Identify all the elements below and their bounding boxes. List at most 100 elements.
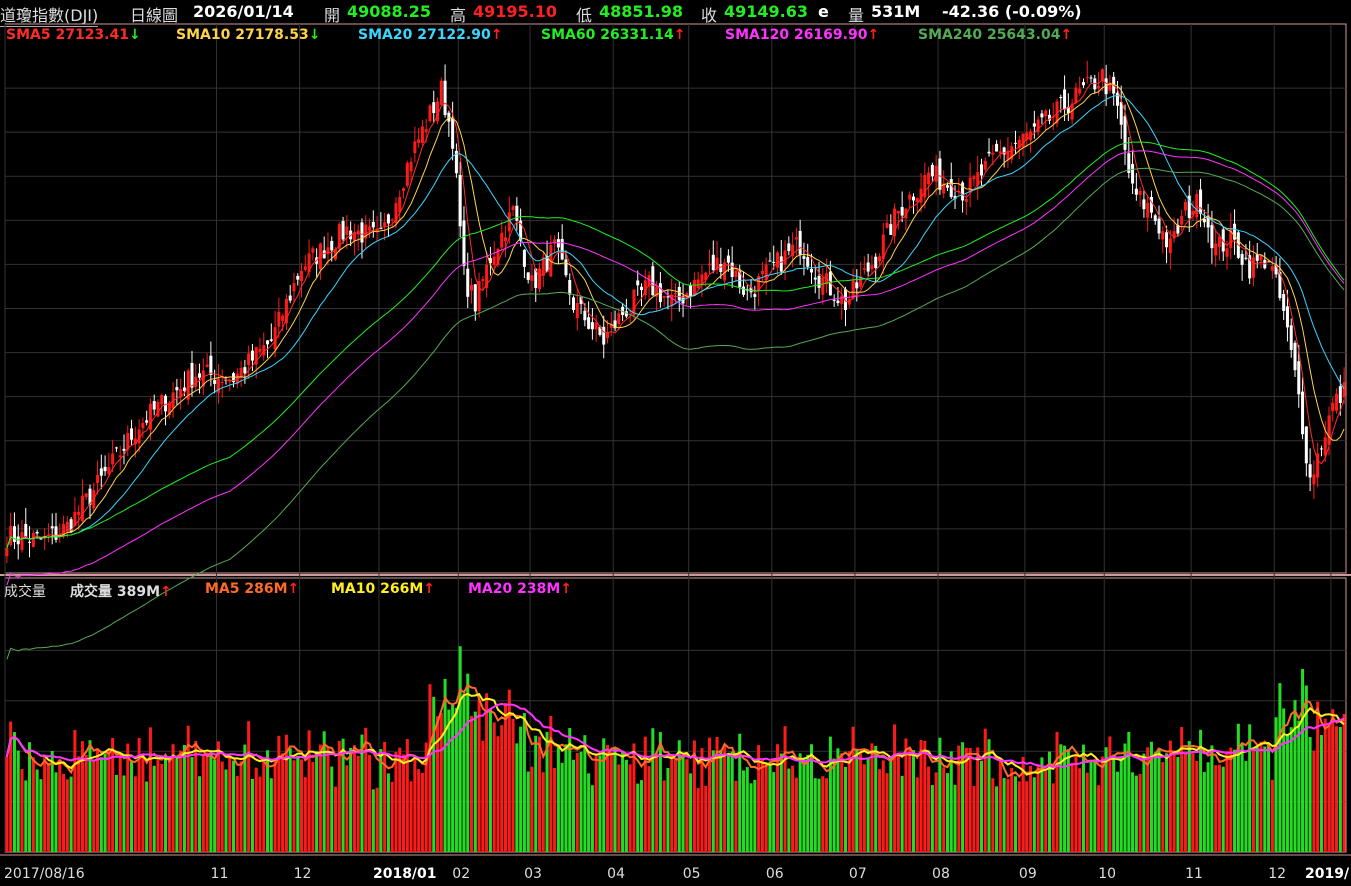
candle-body: [1331, 402, 1335, 412]
candle-body: [719, 264, 723, 272]
volume-bar: [832, 758, 836, 852]
volume-bar: [307, 730, 311, 852]
instrument-name[interactable]: 道瓊指數(DJI): [0, 2, 99, 27]
volume-bar: [330, 766, 334, 852]
candle-body: [1002, 147, 1006, 155]
candle-body: [258, 348, 262, 352]
x-tick-label: 03: [524, 866, 542, 882]
volume-bar: [1335, 726, 1339, 852]
candle-body: [402, 188, 406, 191]
candle-body: [874, 256, 878, 269]
sma-legend-item[interactable]: SMA10 27178.53↓: [176, 27, 320, 43]
volume-bar: [318, 744, 322, 852]
volume-bar: [1244, 760, 1248, 852]
volume-bar: [1047, 751, 1051, 852]
candle-body: [1255, 254, 1259, 261]
volume-bar: [390, 781, 394, 852]
quote-header: 道瓊指數(DJI) 日線圖 2026/01/14 開 49088.25 高 49…: [0, 0, 1351, 27]
candle-body: [538, 268, 542, 290]
candle-body: [390, 219, 394, 221]
volume-bar: [889, 757, 893, 852]
volume-bar: [1214, 765, 1218, 852]
high-label: 高: [450, 6, 467, 25]
volume-bar: [1168, 740, 1172, 852]
candle-body: [987, 151, 991, 154]
volume-bar: [500, 725, 504, 852]
candle-body: [424, 129, 428, 132]
sma-legend-item[interactable]: SMA60 26331.14↑: [541, 27, 685, 43]
x-tick-label: 11: [1185, 866, 1203, 882]
volume-bar: [893, 724, 897, 852]
volume-bar: [802, 758, 806, 852]
volume-bar: [190, 757, 194, 852]
period-label[interactable]: 日線圖: [130, 6, 179, 25]
candle-body: [88, 488, 92, 505]
candle-body: [1308, 464, 1312, 478]
volume-bar: [311, 761, 315, 852]
volume-bar: [405, 739, 409, 852]
sma-legend-item[interactable]: SMA120 26169.90↑: [725, 27, 879, 43]
volume-legend-item[interactable]: MA5 286M↑: [205, 581, 299, 597]
candle-body: [420, 126, 424, 143]
candle-body: [1119, 101, 1123, 125]
volume-bar: [1149, 741, 1153, 852]
candle-body: [726, 255, 730, 263]
close-value: 49149.63: [724, 2, 809, 21]
volume-bar: [77, 756, 81, 852]
volume-bar: [5, 756, 9, 852]
volume-bar: [281, 753, 285, 852]
volume-bar: [843, 766, 847, 852]
volume-bar: [88, 740, 92, 852]
sma-legend-item[interactable]: SMA20 27122.90↑: [358, 27, 502, 43]
volume-legend-item[interactable]: MA20 238M↑: [468, 581, 572, 597]
volume-bar: [1142, 753, 1146, 852]
volume-bar: [1316, 701, 1320, 852]
candle-body: [983, 160, 987, 170]
volume-bar: [175, 758, 179, 852]
volume-bar: [968, 747, 972, 852]
volume-legend-item[interactable]: 成交量 389M↑: [70, 581, 172, 601]
volume-bar: [987, 739, 991, 852]
volume-bar: [560, 762, 564, 852]
volume-bar: [383, 741, 387, 852]
volume-bar: [738, 733, 742, 852]
volume-legend-item[interactable]: MA10 266M↑: [331, 581, 435, 597]
volume-bar: [828, 736, 832, 852]
volume-bar: [1229, 747, 1233, 852]
candle-body: [809, 268, 813, 273]
volume-bar: [1055, 731, 1059, 852]
candle-body: [953, 195, 957, 199]
candle-body: [1259, 255, 1263, 261]
candle-body: [749, 287, 753, 293]
volume-bar: [201, 754, 205, 852]
volume-bar: [911, 750, 915, 852]
volume-bar: [466, 673, 470, 852]
candle-body: [481, 279, 485, 281]
candle-body: [436, 101, 440, 122]
candle-body: [1006, 150, 1010, 161]
close-label: 收: [701, 6, 718, 25]
candle-body: [1149, 196, 1153, 213]
volume-bar: [334, 786, 338, 852]
volume-bar: [213, 759, 217, 852]
volume-bar: [670, 754, 674, 852]
volume-bar: [545, 731, 549, 852]
candle-body: [292, 283, 296, 292]
volume-bar: [783, 726, 787, 852]
volume-bar: [9, 721, 13, 852]
sma-legend-label: SMA5 27123.41: [6, 27, 129, 43]
volume-bar: [862, 764, 866, 852]
candle-body: [1176, 225, 1180, 234]
volume-bar: [519, 726, 523, 852]
volume-bar: [1115, 771, 1119, 852]
sma-legend-item[interactable]: SMA240 25643.04↑: [918, 27, 1072, 43]
candle-body: [262, 345, 266, 356]
candle-body: [1036, 119, 1040, 133]
volume-bar: [813, 778, 817, 852]
candle-body: [855, 282, 859, 289]
sma-legend-item[interactable]: SMA5 27123.41↓: [6, 27, 141, 43]
candle-body: [624, 311, 628, 317]
volume-bar: [1180, 727, 1184, 852]
volume-bar: [349, 747, 353, 852]
